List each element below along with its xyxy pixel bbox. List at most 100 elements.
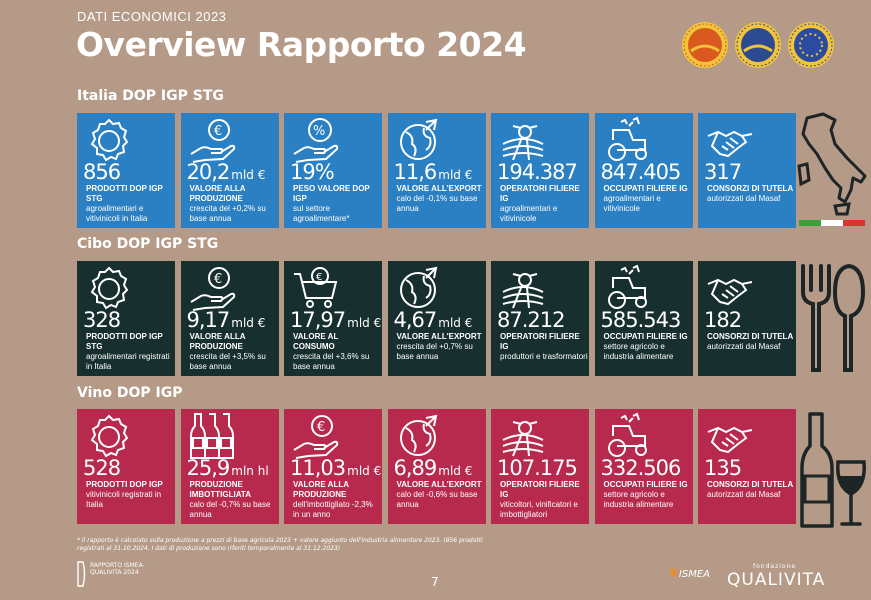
stat-description: crescita del +0,2% su base annua (189, 204, 266, 223)
stat-label-block: VALORE AL CONSUMO crescita del +3,6% su b… (293, 332, 381, 372)
stat-label-block: PRODOTTI DOP IGP STG agroalimentari e vit… (86, 184, 174, 224)
stat-value: 585.543 (600, 308, 682, 332)
stat-value-number: 194.387 (497, 160, 578, 184)
stat-value: 87.212 (497, 308, 565, 332)
stat-tile: 182 CONSORZI DI TUTELA autorizzati dal Mas… (698, 261, 796, 376)
stat-label: PRODOTTI DOP IGP STG (86, 332, 163, 351)
stat-value-number: 11,6 (393, 160, 438, 184)
stat-value-number: 182 (704, 308, 742, 332)
stat-description: calo del -0,1% su base annua (396, 194, 478, 213)
stat-label: PRODUZIONE IMBOTTIGLIATA (189, 480, 251, 499)
stat-value: 6,89 mld € (394, 456, 473, 480)
igp-seal-icon (734, 21, 782, 69)
wine-bottle-glass-icon (800, 412, 866, 528)
cart-icon: € (292, 264, 340, 314)
stat-tile: 332.506 OCCUPATI FILIERE IG settore agrico… (594, 409, 693, 524)
stat-value-number: 4,67 (393, 308, 438, 332)
stat-label-block: PRODOTTI DOP IGP vitivinicoli registrati … (86, 480, 174, 510)
stat-label-block: CONSORZI DI TUTELA autorizzati dal Masaf (707, 480, 795, 500)
stat-tile: 194.387 OPERATORI FILIERE IG agroalimentar… (491, 113, 589, 228)
stat-description: viticoltori, vinificatori e imbottigliat… (500, 500, 578, 519)
stat-description: sul settore agroalimentare* (293, 204, 350, 223)
stat-tile: 585.543 OCCUPATI FILIERE IG settore agrico… (594, 261, 693, 376)
seal-icon (85, 116, 133, 166)
seal-icon (85, 412, 133, 462)
stat-tile: €9,17 mld € VALORE ALLA PRODUZIONE crescita… (180, 261, 279, 376)
stat-tile: 4,67 mld € VALORE ALL'EXPORT crescita del +… (387, 261, 486, 376)
seal-icon (85, 264, 133, 314)
stat-tile: 107.175 OPERATORI FILIERE IG viticoltori, … (491, 409, 589, 524)
stat-value-number: 856 (83, 160, 121, 184)
stat-label: VALORE ALLA PRODUZIONE (189, 184, 246, 203)
stat-value: 11,6 mld € (394, 160, 473, 184)
cutlery-icon (801, 263, 865, 372)
handshake-icon (706, 412, 754, 462)
section-title-italia: Italia DOP IGP STG (77, 88, 224, 104)
stat-value-number: 528 (83, 456, 121, 480)
stat-label: PRODOTTI DOP IGP (86, 480, 163, 489)
tractor-icon (603, 412, 651, 462)
stat-value: 332.506 (601, 456, 682, 480)
stat-label-block: OCCUPATI FILIERE IG agroalimentari e viti… (604, 184, 692, 214)
stat-description: calo del -0,6% su base annua (396, 490, 478, 509)
stat-tile: 856 PRODOTTI DOP IGP STG agroalimentari e … (77, 113, 175, 228)
stat-label-block: PRODOTTI DOP IGP STG agroalimentari regis… (86, 332, 174, 372)
svg-text:€: € (317, 420, 325, 435)
stat-value-number: 6,89 (393, 456, 438, 480)
stat-value: 528 (83, 456, 121, 480)
stat-tile: €20,2 mld € VALORE ALLA PRODUZIONE crescita… (180, 113, 279, 228)
stat-label: VALORE ALLA PRODUZIONE (189, 332, 246, 351)
section-title-cibo: Cibo DOP IGP STG (77, 236, 219, 252)
svg-text:€: € (316, 272, 322, 283)
fields-icon (499, 116, 547, 166)
stat-label-block: OPERATORI FILIERE IG agroalimentari e vit… (500, 184, 588, 224)
euro-hand-icon: € (189, 264, 237, 314)
stat-label-block: VALORE ALL'EXPORT calo del -0,1% su base … (397, 184, 485, 214)
stat-tile: 87.212 OPERATORI FILIERE IG produttori e t… (491, 261, 589, 376)
stat-value-number: 585.543 (600, 308, 682, 332)
stat-label: OCCUPATI FILIERE IG (603, 480, 688, 489)
svg-text:€: € (214, 272, 222, 287)
stat-label-block: OCCUPATI FILIERE IG settore agricolo e in… (604, 332, 692, 362)
stat-unit: mld € (438, 316, 473, 330)
stat-label: CONSORZI DI TUTELA (707, 184, 794, 193)
stat-description: autorizzati dal Masaf (707, 194, 781, 203)
stat-description: produttori e trasformatori (500, 352, 588, 361)
stat-label-block: VALORE ALL'EXPORT calo del -0,6% su base … (397, 480, 485, 510)
stat-value-number: 847.405 (600, 160, 682, 184)
handshake-icon (706, 264, 754, 314)
stat-unit: mld € (438, 168, 473, 182)
italy-map-icon (797, 112, 867, 226)
stat-description: autorizzati dal Masaf (707, 490, 781, 499)
stat-value: 11,03 mld € (290, 456, 381, 480)
stat-label: OPERATORI FILIERE IG (500, 184, 580, 203)
stat-unit: mld € (231, 168, 266, 182)
bottles-icon (189, 412, 237, 462)
stat-tile: 135 CONSORZI DI TUTELA autorizzati dal Mas… (698, 409, 796, 524)
stat-value: 328 (83, 308, 121, 332)
stat-description: agroalimentari e vitivinicole (603, 194, 661, 213)
stat-description: calo del -0,7% su base annua (189, 500, 271, 519)
header-kicker: DATI ECONOMICI 2023 (77, 9, 227, 24)
qualivita-logo-text: QUALIVITA (727, 570, 826, 590)
percent-hand-icon: % (292, 116, 340, 166)
stat-label-block: CONSORZI DI TUTELA autorizzati dal Masaf (707, 184, 795, 204)
stat-value-number: 87.212 (497, 308, 565, 332)
stat-unit: mld € (438, 464, 473, 478)
stat-value-number: 317 (704, 160, 742, 184)
stat-label: CONSORZI DI TUTELA (707, 332, 794, 341)
page-title: Overview Rapporto 2024 (76, 25, 527, 64)
stat-tile: 528 PRODOTTI DOP IGP vitivinicoli registra… (77, 409, 175, 524)
euro-hand-icon: € (292, 412, 340, 462)
page-number: 7 (431, 575, 439, 589)
stat-label-block: OPERATORI FILIERE IG viticoltori, vinific… (500, 480, 588, 520)
stat-label-block: VALORE ALLA PRODUZIONE crescita del +0,2%… (190, 184, 278, 224)
stat-label-block: VALORE ALLA PRODUZIONE crescita del +3,5%… (190, 332, 278, 372)
stat-unit: mld € (347, 316, 382, 330)
stat-label: OPERATORI FILIERE IG (500, 332, 580, 351)
fields-icon (499, 264, 547, 314)
stat-label: VALORE ALL'EXPORT (396, 184, 482, 193)
stat-value-number: 11,03 (290, 456, 346, 480)
dop-seal-icon (681, 21, 729, 69)
stat-value: 107.175 (497, 456, 578, 480)
